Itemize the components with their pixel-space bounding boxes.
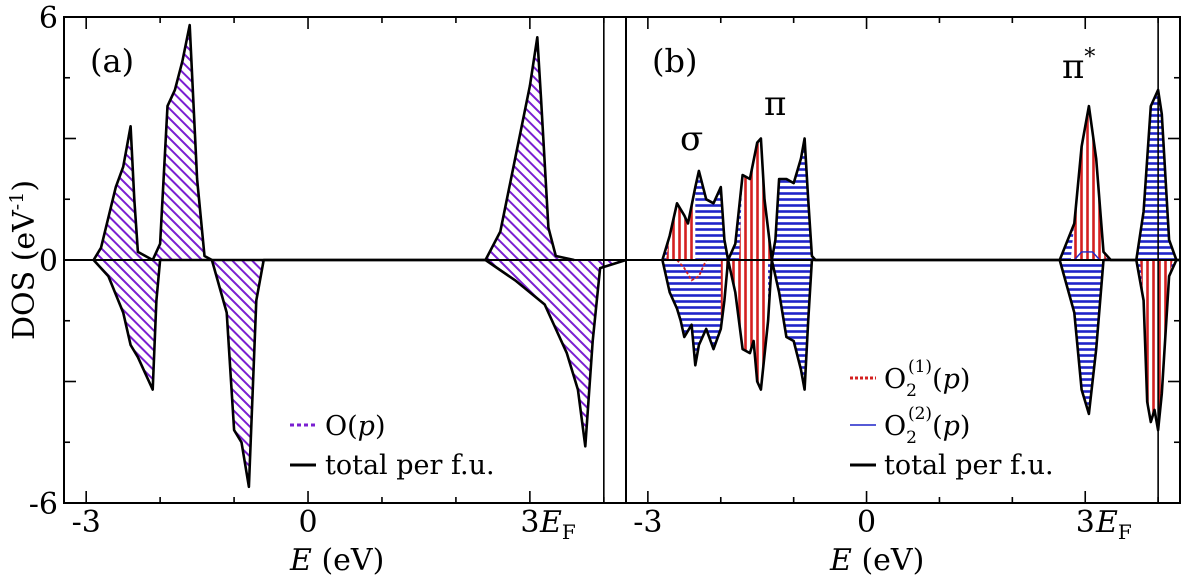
- legend-o2-1-main: O: [884, 364, 906, 395]
- panel-a-fermi-f: F: [562, 520, 576, 544]
- panel-a-x-axis-rest: (eV): [312, 543, 384, 578]
- panel-a-x-axis-e: E: [289, 543, 312, 578]
- o2-1-area-down: [1139, 260, 1173, 431]
- o2-2-area-down: [662, 260, 1180, 431]
- annotation-pi-star-sup: *: [1084, 45, 1095, 70]
- panel-b-label: (b): [652, 42, 697, 80]
- panel-a: (a) O(p) total per f.u. -3 0 3 EF E (eV): [63, 16, 627, 578]
- o2-1-line: [676, 259, 708, 282]
- y-tick-label-6: 6: [39, 1, 58, 36]
- total-dos-line-down: [92, 258, 627, 489]
- y-axis-label-sup: -1: [6, 192, 28, 211]
- x-tick-label: 3: [1076, 505, 1095, 540]
- legend-label-total-b: total per f.u.: [884, 450, 1054, 481]
- o2-1-area-up: [666, 187, 696, 260]
- panel-b-x-axis-rest: (eV): [852, 543, 924, 578]
- legend-o2-1-close: ): [960, 364, 971, 395]
- legend-o2-1-sub: 2: [906, 381, 917, 401]
- panel-b-x-axis-label: E (eV): [829, 543, 924, 578]
- annotation-pi-star-main: π: [1062, 47, 1084, 87]
- legend-label-o2-2: O2 (2)(p): [884, 404, 970, 448]
- panel-a-label: (a): [90, 42, 134, 80]
- o2-1-area-up: [1070, 106, 1108, 260]
- annotation-sigma: σ: [680, 119, 703, 159]
- panel-a-x-axis-label: E (eV): [289, 543, 384, 578]
- legend-o2-1-italic: p: [943, 364, 960, 395]
- x-tick-label: 0: [298, 505, 317, 540]
- y-tick-label-minus-6: -6: [29, 487, 58, 522]
- panel-a-fermi-e: E: [539, 505, 562, 540]
- total-dos-line-up: [92, 23, 575, 262]
- legend-o2-2-sub: 2: [906, 428, 917, 448]
- x-tick-label: 3: [520, 505, 539, 540]
- panel-a-legend: O(p) total per f.u.: [290, 411, 495, 481]
- panel-a-x-tick-labels: -3 0 3: [72, 505, 540, 540]
- panel-a-fermi-label: EF: [539, 505, 576, 544]
- annotation-pi-star: π*: [1062, 45, 1095, 87]
- panel-b-x-axis-e: E: [829, 543, 852, 578]
- o2-1-area-down: [720, 260, 769, 390]
- legend-o2-2-close: ): [960, 411, 971, 442]
- o2-2-line: [1073, 251, 1101, 261]
- y-axis-label-main: DOS (eV: [7, 209, 42, 340]
- y-axis-label: DOS (eV-1): [6, 180, 42, 340]
- legend-o-p-close: ): [375, 411, 386, 442]
- annotation-pi: π: [764, 84, 786, 124]
- legend-o2-2-main: O: [884, 411, 906, 442]
- panel-b-fermi-label: EF: [1095, 505, 1132, 544]
- x-tick-label: 0: [857, 505, 876, 540]
- legend-label-o-p: O(p): [325, 411, 386, 442]
- o-p-area-up: [93, 25, 575, 260]
- panel-b: (b) σ π π* O2(1)(p) O2(2)(p) total per f…: [625, 16, 1181, 578]
- o2-1-area-up: [738, 138, 772, 260]
- legend-o2-2-italic: p: [943, 411, 960, 442]
- legend-o-p-italic: p: [358, 411, 375, 442]
- y-tick-label-0: 0: [39, 244, 58, 279]
- legend-o2-1-sup: (1): [908, 357, 932, 377]
- panel-b-x-tick-labels: -3 0 3: [633, 505, 1095, 540]
- x-tick-label: -3: [72, 505, 101, 540]
- legend-label-o2-1: O2 (1)(p): [884, 357, 970, 401]
- total-dos-line-down: [661, 258, 1180, 432]
- panel-a-data-layer: [92, 23, 627, 489]
- panel-b-data-layer: [661, 88, 1180, 432]
- o-p-area-down: [93, 260, 626, 487]
- legend-o2-2-open: (: [932, 411, 943, 442]
- o2-2-area-up: [662, 89, 1180, 261]
- panel-b-frame: [625, 16, 1181, 504]
- panel-b-legend: O2(1)(p) O2(2)(p) total per f.u.: [850, 357, 1054, 481]
- legend-o2-2-sup: (2): [908, 404, 932, 424]
- x-tick-label: -3: [633, 505, 662, 540]
- legend-o2-1-open: (: [932, 364, 943, 395]
- panel-b-fermi-f: F: [1118, 520, 1132, 544]
- y-axis-label-close: ): [7, 180, 42, 192]
- legend-label-total-a: total per f.u.: [325, 450, 495, 481]
- panel-b-fermi-e: E: [1095, 505, 1118, 540]
- legend-o-p-main: O(: [325, 411, 358, 442]
